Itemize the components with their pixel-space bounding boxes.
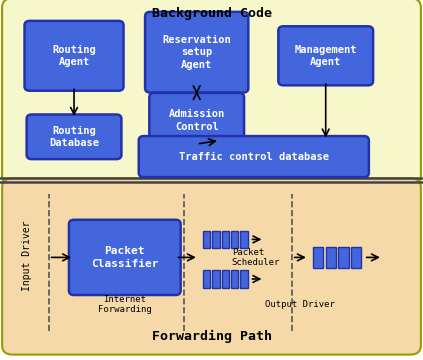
Bar bbox=[212, 270, 220, 288]
Text: Admission
Control: Admission Control bbox=[169, 109, 225, 132]
Text: Background Code: Background Code bbox=[151, 7, 272, 20]
FancyBboxPatch shape bbox=[25, 21, 124, 91]
Bar bbox=[240, 270, 248, 288]
Bar bbox=[212, 231, 220, 248]
Bar bbox=[231, 270, 239, 288]
FancyBboxPatch shape bbox=[139, 136, 369, 177]
Bar bbox=[203, 231, 211, 248]
Text: Packet
Scheduler: Packet Scheduler bbox=[232, 248, 280, 267]
FancyBboxPatch shape bbox=[2, 178, 421, 355]
Text: Management
Agent: Management Agent bbox=[294, 45, 357, 67]
Text: Output Driver: Output Driver bbox=[265, 300, 335, 309]
Text: Packet
Classifier: Packet Classifier bbox=[91, 246, 159, 269]
Bar bbox=[338, 247, 349, 268]
Bar bbox=[203, 270, 211, 288]
Bar bbox=[231, 231, 239, 248]
Bar bbox=[240, 231, 248, 248]
Text: Traffic control database: Traffic control database bbox=[179, 152, 329, 162]
Text: Internet
Forwarding: Internet Forwarding bbox=[98, 294, 152, 314]
FancyBboxPatch shape bbox=[2, 0, 421, 185]
Bar bbox=[326, 247, 336, 268]
FancyBboxPatch shape bbox=[145, 12, 248, 93]
Text: Routing
Agent: Routing Agent bbox=[52, 45, 96, 67]
FancyBboxPatch shape bbox=[149, 93, 244, 148]
FancyBboxPatch shape bbox=[27, 114, 121, 159]
Bar bbox=[222, 270, 229, 288]
Text: Forwarding Path: Forwarding Path bbox=[151, 330, 272, 343]
Text: Input Driver: Input Driver bbox=[22, 220, 33, 291]
Text: Reservation
setup
Agent: Reservation setup Agent bbox=[162, 35, 231, 69]
Bar bbox=[351, 247, 361, 268]
Text: Routing
Database: Routing Database bbox=[49, 126, 99, 148]
FancyBboxPatch shape bbox=[69, 220, 181, 295]
Bar bbox=[313, 247, 323, 268]
FancyBboxPatch shape bbox=[278, 26, 373, 85]
Bar bbox=[222, 231, 229, 248]
